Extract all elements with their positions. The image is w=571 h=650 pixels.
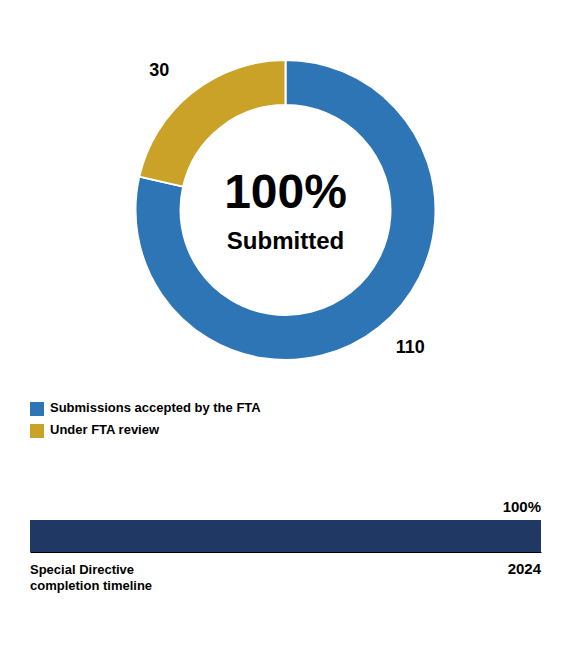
data-label: 110 [396,337,425,357]
legend-label: Submissions accepted by the FTA [50,400,261,415]
bar-plot [30,520,541,552]
legend-item: Submissions accepted by the FTA [30,400,261,416]
axis-line [31,552,542,553]
annotation: Special Directivecompletion timeline [30,562,152,593]
data-label: 30 [149,60,169,80]
slice [136,60,436,360]
x-axis [31,552,542,553]
donut: 110 30 100% Submitted [136,60,436,360]
center-text: 100% [224,165,347,218]
bar [30,520,541,552]
legend-swatch [30,402,44,416]
chart: 110 30 100% Submitted Submissions accepted b… [0,0,571,650]
legend-label: Under FTA review [50,422,160,437]
legend: Submissions accepted by the FTA Under FTA… [30,400,261,438]
data-label: 100% [503,498,541,515]
legend-swatch [30,424,44,438]
annotation: 2024 [508,560,542,577]
legend-item: Under FTA review [30,422,160,438]
center-text: Submitted [227,227,344,254]
